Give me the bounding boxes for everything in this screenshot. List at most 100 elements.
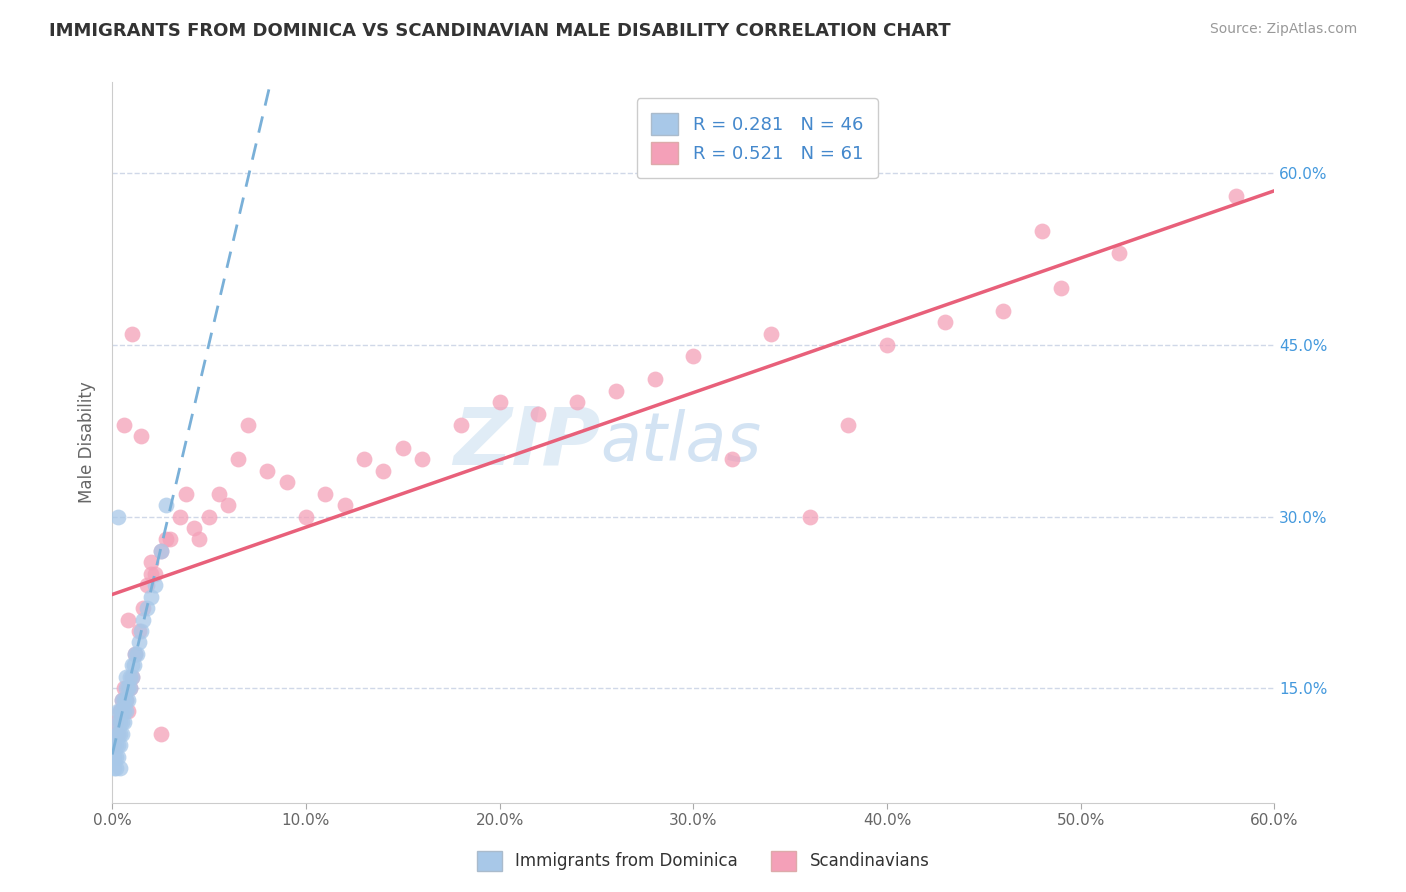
Point <box>117 613 139 627</box>
Point <box>112 692 135 706</box>
Point <box>155 533 177 547</box>
Text: ZIP: ZIP <box>453 403 600 481</box>
Point <box>256 464 278 478</box>
Point <box>411 452 433 467</box>
Point <box>488 395 510 409</box>
Point <box>314 486 336 500</box>
Point <box>121 670 143 684</box>
Point <box>105 715 128 730</box>
Text: Source: ZipAtlas.com: Source: ZipAtlas.com <box>1209 22 1357 37</box>
Point <box>122 658 145 673</box>
Point <box>114 692 136 706</box>
Point <box>174 486 197 500</box>
Point <box>143 566 166 581</box>
Point <box>107 727 129 741</box>
Point <box>217 498 239 512</box>
Point <box>149 544 172 558</box>
Point <box>112 715 135 730</box>
Point <box>1031 224 1053 238</box>
Point <box>198 509 221 524</box>
Point <box>111 715 134 730</box>
Point <box>236 418 259 433</box>
Point <box>132 601 155 615</box>
Legend: R = 0.281   N = 46, R = 0.521   N = 61: R = 0.281 N = 46, R = 0.521 N = 61 <box>637 98 877 178</box>
Point <box>128 635 150 649</box>
Point <box>108 739 131 753</box>
Point <box>103 739 125 753</box>
Text: IMMIGRANTS FROM DOMINICA VS SCANDINAVIAN MALE DISABILITY CORRELATION CHART: IMMIGRANTS FROM DOMINICA VS SCANDINAVIAN… <box>49 22 950 40</box>
Point <box>837 418 859 433</box>
Point <box>114 681 136 695</box>
Point <box>117 692 139 706</box>
Point <box>565 395 588 409</box>
Point <box>107 739 129 753</box>
Point <box>450 418 472 433</box>
Point <box>107 704 129 718</box>
Point <box>605 384 627 398</box>
Point <box>112 681 135 695</box>
Point <box>208 486 231 500</box>
Point <box>129 624 152 638</box>
Y-axis label: Male Disability: Male Disability <box>79 382 96 503</box>
Point <box>117 681 139 695</box>
Point <box>103 761 125 775</box>
Point <box>112 418 135 433</box>
Point <box>149 544 172 558</box>
Point <box>136 601 159 615</box>
Point <box>391 441 413 455</box>
Point <box>103 749 125 764</box>
Point <box>108 727 131 741</box>
Point <box>127 647 149 661</box>
Point <box>114 692 136 706</box>
Point <box>107 509 129 524</box>
Point <box>108 704 131 718</box>
Point <box>107 727 129 741</box>
Point <box>682 350 704 364</box>
Point <box>644 372 666 386</box>
Point <box>117 704 139 718</box>
Point <box>105 749 128 764</box>
Point <box>353 452 375 467</box>
Point <box>159 533 181 547</box>
Point <box>124 647 146 661</box>
Point <box>993 303 1015 318</box>
Point <box>114 704 136 718</box>
Point <box>226 452 249 467</box>
Point <box>108 715 131 730</box>
Text: atlas: atlas <box>600 409 762 475</box>
Point <box>155 498 177 512</box>
Point <box>139 566 162 581</box>
Point <box>121 670 143 684</box>
Point <box>114 670 136 684</box>
Point <box>1050 281 1073 295</box>
Point <box>149 727 172 741</box>
Point <box>105 739 128 753</box>
Point <box>183 521 205 535</box>
Point <box>143 578 166 592</box>
Point <box>527 407 550 421</box>
Point <box>1108 246 1130 260</box>
Point <box>876 338 898 352</box>
Point <box>111 727 134 741</box>
Point <box>139 555 162 569</box>
Point <box>118 670 141 684</box>
Point <box>295 509 318 524</box>
Point <box>333 498 356 512</box>
Point <box>111 692 134 706</box>
Point <box>107 715 129 730</box>
Point <box>107 749 129 764</box>
Legend: Immigrants from Dominica, Scandinavians: Immigrants from Dominica, Scandinavians <box>468 842 938 880</box>
Point <box>136 578 159 592</box>
Point <box>118 681 141 695</box>
Point <box>188 533 211 547</box>
Point <box>111 704 134 718</box>
Point <box>111 692 134 706</box>
Point <box>128 624 150 638</box>
Point <box>721 452 744 467</box>
Point <box>276 475 298 490</box>
Point <box>103 739 125 753</box>
Point <box>105 761 128 775</box>
Point <box>121 658 143 673</box>
Point <box>759 326 782 341</box>
Point <box>108 761 131 775</box>
